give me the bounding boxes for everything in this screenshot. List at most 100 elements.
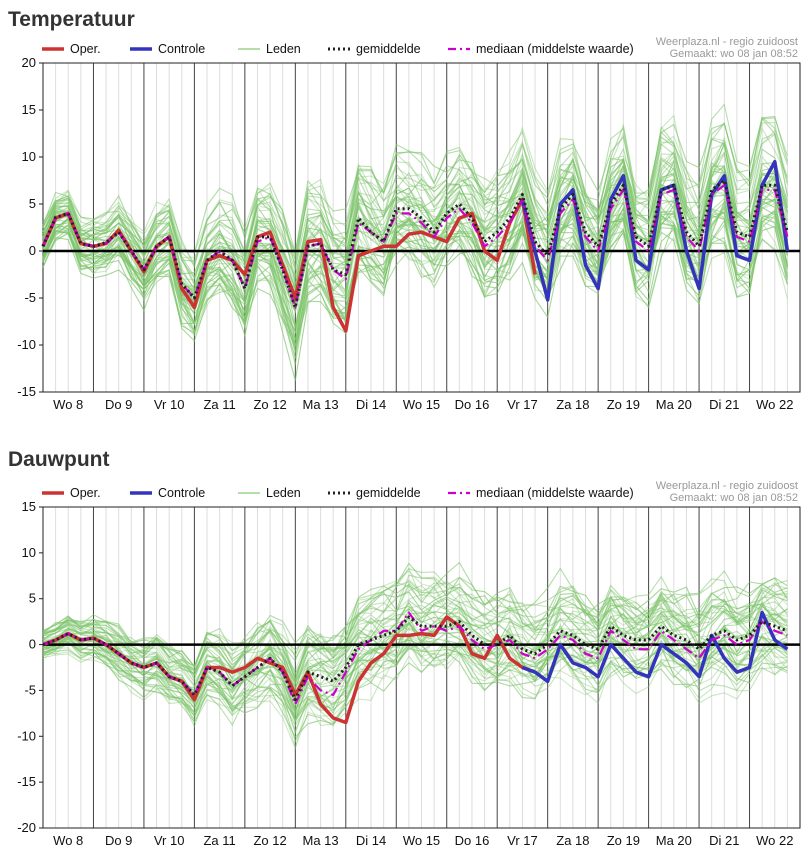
ensemble-member-line bbox=[42, 567, 788, 681]
y-tick-label: -5 bbox=[24, 682, 36, 697]
ensemble-member-line bbox=[42, 609, 788, 713]
dewpoint-chart-section: Dauwpunt 15 10 5 0 -5 -10 -15 -20 Wo 8 Do 9 Vr 10 Z… bbox=[0, 440, 809, 852]
x-tick-label: Wo 15 bbox=[403, 833, 440, 848]
series-line-gemiddelde bbox=[41, 179, 789, 309]
legend-label: Oper. bbox=[70, 486, 101, 500]
ensemble-member-line bbox=[42, 206, 788, 319]
y-tick-label: 5 bbox=[29, 591, 36, 606]
dewpoint-chart: 15 10 5 0 -5 -10 -15 -20 Wo 8 Do 9 Vr 10 Za 11 Zo 12… bbox=[17, 480, 801, 848]
y-tick-label: -5 bbox=[24, 290, 36, 305]
ensemble-member-line bbox=[42, 590, 788, 680]
y-tick-label: 5 bbox=[29, 196, 36, 211]
ensemble-member-line bbox=[42, 623, 788, 706]
y-tick-label: -20 bbox=[17, 820, 36, 835]
chart-title-dewpoint: Dauwpunt bbox=[8, 448, 110, 471]
x-tick-label: Di 14 bbox=[356, 397, 386, 412]
legend-label: mediaan (middelste waarde) bbox=[476, 486, 634, 500]
x-tick-label: Vr 10 bbox=[154, 833, 185, 848]
y-tick-label: 20 bbox=[22, 55, 36, 70]
temperature-chart-section: Temperatuur 20 15 10 5 0 -5 -10 -15 Wo 8 Do 9 Vr 1… bbox=[0, 0, 809, 420]
ensemble-member-line bbox=[42, 574, 788, 669]
ensemble-member-line bbox=[42, 202, 788, 359]
ensemble-member-line bbox=[42, 582, 788, 690]
ensemble-member-line bbox=[42, 199, 788, 359]
ensemble-member-line bbox=[42, 114, 788, 260]
ensemble-member-line bbox=[42, 568, 788, 678]
x-tick-label: Ma 13 bbox=[302, 833, 338, 848]
y-tick-label: 15 bbox=[22, 102, 36, 117]
x-tick-label: Do 16 bbox=[455, 833, 490, 848]
legend-label: gemiddelde bbox=[356, 486, 421, 500]
y-tick-label: 10 bbox=[22, 545, 36, 560]
ensemble-member-line bbox=[42, 159, 788, 329]
legend-label: Oper. bbox=[70, 42, 101, 56]
x-tick-label: Ma 20 bbox=[656, 397, 692, 412]
series-line-controle bbox=[521, 610, 789, 684]
x-tick-label: Wo 8 bbox=[53, 833, 83, 848]
ensemble-member-line bbox=[42, 218, 788, 381]
ensemble-member-line bbox=[42, 163, 788, 292]
legend-label: mediaan (middelste waarde) bbox=[476, 42, 634, 56]
x-tick-label: Vr 17 bbox=[507, 397, 538, 412]
x-tick-label: Di 14 bbox=[356, 833, 386, 848]
credit-timestamp: Gemaakt: wo 08 jan 08:52 bbox=[670, 48, 798, 60]
credit-line: Weerplaza.nl - regio zuidoost bbox=[656, 36, 798, 48]
y-tick-label: -10 bbox=[17, 337, 36, 352]
x-tick-label: Za 18 bbox=[556, 397, 589, 412]
ensemble-member-line bbox=[42, 585, 788, 676]
ensemble-member-line bbox=[42, 212, 788, 353]
x-tick-label: Di 21 bbox=[709, 397, 739, 412]
x-tick-label: Vr 10 bbox=[154, 397, 185, 412]
x-tick-label: Ma 20 bbox=[656, 833, 692, 848]
ensemble-member-line bbox=[42, 199, 788, 341]
legend: Oper. Controle Leden gemiddelde mediaan (mid… bbox=[42, 42, 634, 56]
x-tick-label: Do 16 bbox=[455, 397, 490, 412]
ensemble-member-line bbox=[42, 174, 788, 326]
x-tick-label: Ma 13 bbox=[302, 397, 338, 412]
legend-label: Controle bbox=[158, 486, 205, 500]
legend-label: Leden bbox=[266, 42, 301, 56]
ensemble-member-line bbox=[42, 136, 788, 294]
ensemble-members bbox=[42, 103, 788, 381]
y-tick-label: -15 bbox=[17, 384, 36, 399]
ensemble-member-line bbox=[42, 603, 788, 685]
x-tick-label: Wo 15 bbox=[403, 397, 440, 412]
x-tick-label: Wo 8 bbox=[53, 397, 83, 412]
x-tick-label: Za 11 bbox=[203, 397, 235, 412]
y-tick-label: 0 bbox=[29, 243, 36, 258]
ensemble-member-line bbox=[42, 186, 788, 348]
ensemble-member-line bbox=[42, 126, 788, 261]
x-tick-label: Vr 17 bbox=[507, 833, 538, 848]
ensemble-member-line bbox=[42, 131, 788, 267]
x-tick-label: Wo 22 bbox=[756, 397, 793, 412]
ensemble-member-line bbox=[42, 644, 788, 750]
ensemble-member-line bbox=[42, 103, 788, 269]
plot-frame bbox=[42, 506, 801, 829]
x-tick-label: Di 21 bbox=[709, 833, 739, 848]
ensemble-member-line bbox=[42, 604, 788, 701]
x-tick-label: Za 11 bbox=[203, 833, 235, 848]
series-line-controle bbox=[520, 159, 790, 302]
x-tick-label: Za 18 bbox=[556, 833, 589, 848]
x-tick-label: Wo 22 bbox=[756, 833, 793, 848]
x-tick-label: Zo 19 bbox=[607, 397, 640, 412]
x-tick-label: Zo 12 bbox=[253, 833, 286, 848]
credit-timestamp: Gemaakt: wo 08 jan 08:52 bbox=[670, 492, 798, 504]
temperature-chart: 20 15 10 5 0 -5 -10 -15 Wo 8 Do 9 Vr 10 Za 11 Zo 12 M… bbox=[17, 36, 801, 412]
ensemble-member-line bbox=[42, 625, 788, 721]
series-line-mediaan bbox=[42, 611, 788, 706]
y-tick-label: -10 bbox=[17, 728, 36, 743]
ensemble-member-line bbox=[42, 115, 788, 269]
chart-title-temperature: Temperatuur bbox=[8, 8, 135, 31]
ensemble-member-line bbox=[42, 639, 788, 727]
legend: Oper. Controle Leden gemiddelde mediaan (mid… bbox=[42, 486, 634, 500]
ensemble-member-line bbox=[42, 626, 788, 716]
y-tick-label: 15 bbox=[22, 499, 36, 514]
ensemble-member-line bbox=[42, 198, 788, 335]
ensemble-member-line bbox=[42, 583, 788, 682]
x-tick-label: Do 9 bbox=[105, 833, 132, 848]
series-line-gemiddelde bbox=[42, 615, 788, 702]
credit-line: Weerplaza.nl - regio zuidoost bbox=[656, 480, 798, 492]
x-tick-label: Zo 19 bbox=[607, 833, 640, 848]
legend-label: gemiddelde bbox=[356, 42, 421, 56]
